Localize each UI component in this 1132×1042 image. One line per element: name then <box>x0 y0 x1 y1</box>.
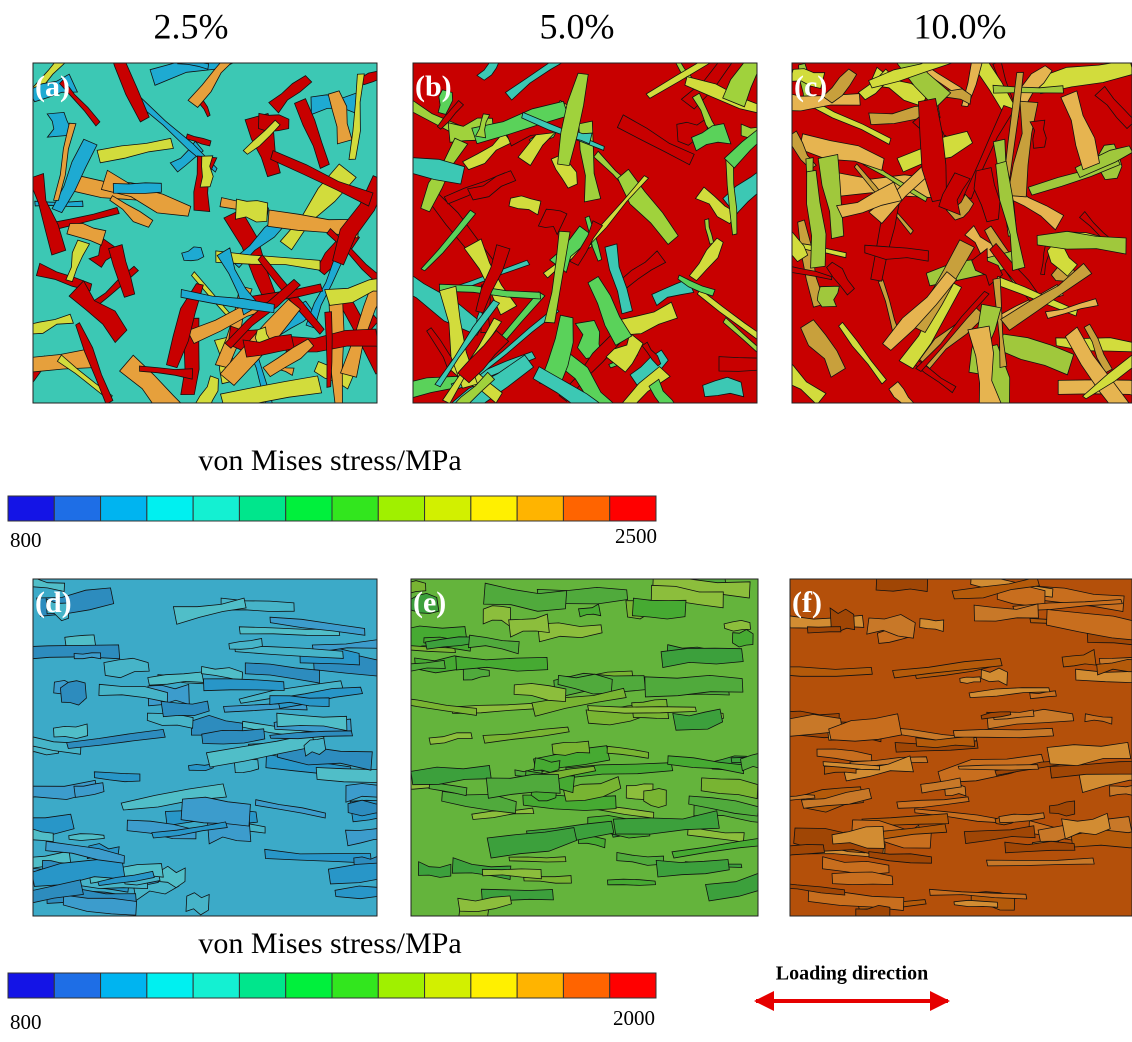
colorbar-segment <box>147 973 193 998</box>
grain <box>200 156 213 187</box>
stress-map: (d) <box>0 575 417 916</box>
panel-label: (b) <box>415 70 452 103</box>
stress-map-content <box>0 575 417 916</box>
colorbar-segment <box>147 496 193 521</box>
colorbar-segment <box>610 496 656 521</box>
stress-map: (b) <box>368 37 789 429</box>
colorbar-segment <box>193 973 239 998</box>
colorbar-segment <box>471 496 517 521</box>
colorbar-segment <box>517 973 563 998</box>
stress-map: (a) <box>0 31 397 430</box>
grain <box>113 183 161 194</box>
colorbar-min-label: 800 <box>10 528 42 552</box>
panel-label: (f) <box>792 586 822 619</box>
colorbar-title: von Mises stress/MPa <box>198 444 461 477</box>
grain <box>204 679 285 691</box>
grain <box>236 199 268 222</box>
colorbar-segment <box>101 496 147 521</box>
colorbar-segment <box>378 973 424 998</box>
grain <box>1110 785 1132 796</box>
panels: (a) (b) (c) (d) (e) (f) <box>0 25 1132 922</box>
colorbar-segment <box>101 973 147 998</box>
colorbar-segment <box>471 973 517 998</box>
grain <box>958 765 1038 771</box>
colorbar-segment <box>425 496 471 521</box>
colorbar-segment <box>563 973 609 998</box>
colorbar-max-label: 2000 <box>613 1006 655 1030</box>
panel-label: (e) <box>413 586 446 619</box>
stress-map: (c) <box>768 25 1132 450</box>
colorbar-segment <box>286 973 332 998</box>
colorbar-segment <box>54 973 100 998</box>
panel-label: (d) <box>35 586 72 619</box>
grain <box>74 653 101 659</box>
grain <box>608 879 656 885</box>
grain <box>953 728 1053 737</box>
column-header: 10.0% <box>914 6 1007 46</box>
column-header: 5.0% <box>540 6 615 46</box>
grain <box>764 667 873 677</box>
colorbar-segment <box>563 496 609 521</box>
colorbar-segment <box>8 496 54 521</box>
stress-map-content <box>760 570 1132 920</box>
loading-direction-label: Loading direction <box>776 963 928 985</box>
colorbar-segment <box>193 496 239 521</box>
colorbar-segment <box>239 973 285 998</box>
colorbar-title: von Mises stress/MPa <box>198 927 461 960</box>
panel-label: (c) <box>794 70 827 103</box>
colorbar-segment <box>332 973 378 998</box>
colorbar <box>8 496 656 521</box>
colorbar-segment <box>239 496 285 521</box>
colorbar-segment <box>517 496 563 521</box>
colorbar-segment <box>332 496 378 521</box>
colorbar-segment <box>8 973 54 998</box>
colorbar-segment <box>286 496 332 521</box>
grain <box>807 627 841 633</box>
colorbar-segment <box>378 496 424 521</box>
colorbar-segment <box>610 973 656 998</box>
colorbar-min-label: 800 <box>10 1010 42 1034</box>
grain <box>632 598 686 619</box>
stress-map: (e) <box>372 570 799 921</box>
grain <box>876 570 928 591</box>
colorbar-max-label: 2500 <box>615 524 657 548</box>
grain <box>456 656 548 671</box>
colorbar-segment <box>425 973 471 998</box>
stress-map: (f) <box>760 570 1132 920</box>
stress-map-content <box>372 570 799 921</box>
column-header: 2.5% <box>154 6 229 46</box>
colorbar-segment <box>54 496 100 521</box>
panel-label: (a) <box>35 70 70 103</box>
grain <box>509 857 566 862</box>
colorbar <box>8 973 656 998</box>
